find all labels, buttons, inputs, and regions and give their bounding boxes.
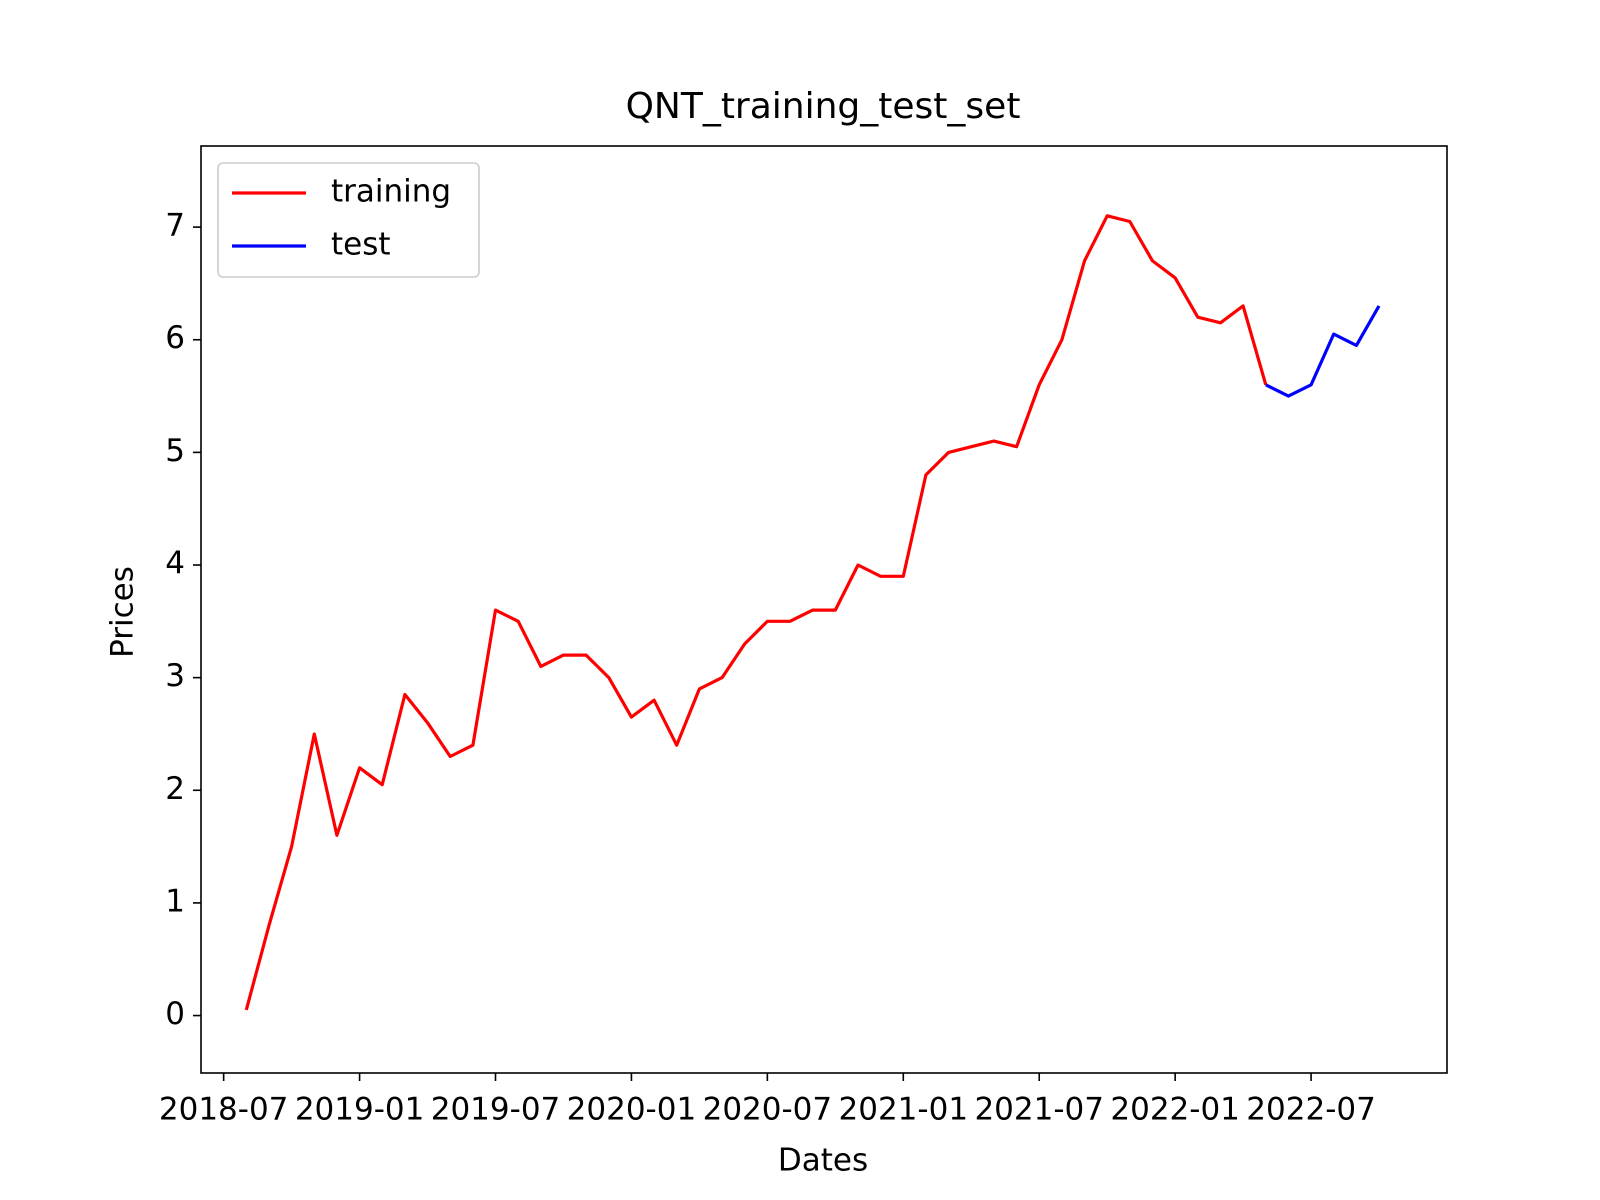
legend-label: training <box>331 174 451 210</box>
y-tick-label: 4 <box>165 546 185 582</box>
line-series <box>244 214 1268 1011</box>
chart-title: QNT_training_test_set <box>626 86 1021 127</box>
x-tick-label: 2020-07 <box>703 1092 833 1128</box>
y-axis-label: Prices <box>105 566 141 658</box>
x-tick-label: 2022-01 <box>1110 1092 1240 1128</box>
legend-label: test <box>331 227 391 263</box>
x-tick-label: 2020-01 <box>567 1092 697 1128</box>
y-tick-label: 0 <box>165 996 185 1032</box>
plot-frame <box>200 145 1448 1074</box>
y-tick-label: 3 <box>165 658 185 694</box>
x-tick-label: 2019-01 <box>295 1092 425 1128</box>
x-tick-label: 2018-07 <box>159 1092 289 1128</box>
x-tick-label: 2021-01 <box>839 1092 969 1128</box>
x-tick-label: 2021-07 <box>974 1092 1104 1128</box>
y-tick-label: 5 <box>165 433 185 469</box>
x-tick-label: 2022-07 <box>1246 1092 1376 1128</box>
line-series <box>1265 305 1381 398</box>
y-tick-label: 2 <box>165 771 185 807</box>
x-tick-label: 2019-07 <box>431 1092 561 1128</box>
y-tick-label: 1 <box>165 883 185 919</box>
y-tick-label: 6 <box>165 320 185 356</box>
x-axis-label: Dates <box>778 1143 868 1179</box>
y-tick-label: 7 <box>165 208 185 244</box>
